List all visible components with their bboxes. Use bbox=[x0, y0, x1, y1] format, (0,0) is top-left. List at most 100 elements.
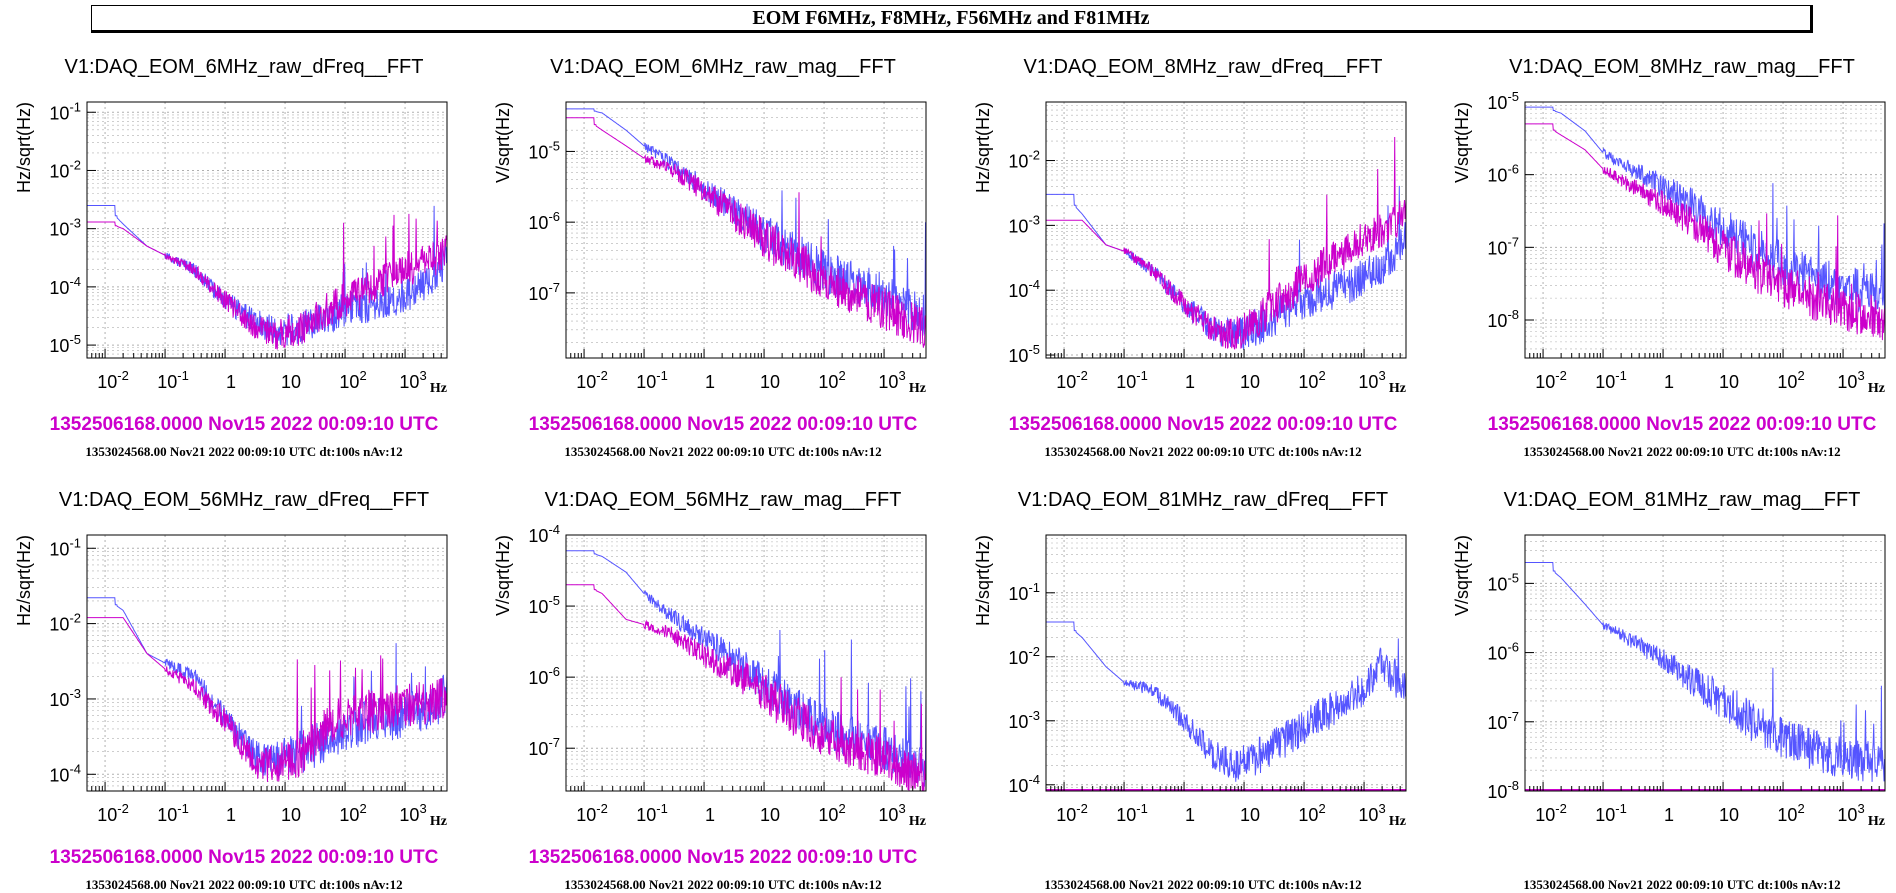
x-tick-label: 1 bbox=[1185, 372, 1195, 392]
reference-spectrum-line bbox=[87, 617, 447, 783]
y-axis-label: Hz/sqrt(Hz) bbox=[973, 535, 993, 626]
y-axis-label: V/sqrt(Hz) bbox=[1452, 535, 1472, 616]
y-tick-label: 10-5 bbox=[528, 593, 560, 617]
reference-spectrum-line bbox=[1046, 136, 1406, 350]
y-tick-label: 10-5 bbox=[528, 138, 560, 162]
y-tick-label: 10-5 bbox=[1487, 89, 1519, 113]
x-unit-label: Hz bbox=[1389, 381, 1406, 396]
x-tick-label: 10-1 bbox=[636, 368, 668, 392]
x-tick-label: 1 bbox=[705, 372, 715, 392]
x-unit-label: Hz bbox=[430, 381, 447, 396]
plot-frame bbox=[1045, 101, 1407, 359]
x-tick-label: 103 bbox=[1837, 801, 1864, 825]
reference-timestamp: 1352506168.0000 Nov15 2022 00:09:10 UTC bbox=[49, 414, 439, 435]
reference-timestamp: 1352506168.0000 Nov15 2022 00:09:10 UTC bbox=[528, 414, 918, 435]
current-timestamp: 1353024568.00 Nov21 2022 00:09:10 UTC dt… bbox=[1044, 877, 1362, 892]
y-tick-label: 10-1 bbox=[49, 99, 81, 123]
reference-spectrum-line bbox=[566, 584, 926, 791]
y-tick-label: 10-1 bbox=[1008, 580, 1040, 604]
y-axis-label: V/sqrt(Hz) bbox=[493, 102, 513, 183]
x-tick-label: 10-2 bbox=[576, 801, 608, 825]
chart-title: V1:DAQ_EOM_56MHz_raw_dFreq__FFT bbox=[58, 489, 430, 511]
current-spectrum-line bbox=[1525, 562, 1885, 784]
x-tick-label: 10-2 bbox=[1535, 801, 1567, 825]
fft-plot: 10-2 10-1 1 10 102 103 Hz 10-4 10-3 10-2 10-1 Hz/sq… bbox=[14, 534, 448, 829]
chart-panel: V1:DAQ_EOM_8MHz_raw_dFreq__FFT 10-2 10-1 1 1… bbox=[966, 0, 1440, 459]
dashboard-title: EOM F6MHz, F8MHz, F56MHz and F81MHz bbox=[91, 5, 1813, 33]
plot-grid bbox=[1046, 102, 1406, 358]
y-tick-label: 10-5 bbox=[1008, 342, 1040, 366]
reference-timestamp: 1352506168.0000 Nov15 2022 00:09:10 UTC bbox=[1487, 414, 1877, 435]
x-tick-label: 102 bbox=[1298, 801, 1325, 825]
fft-plot: 10-2 10-1 1 10 102 103 Hz 10-5 10-4 10-3 10-2 Hz/sq… bbox=[973, 101, 1407, 396]
fft-plot: 10-2 10-1 1 10 102 103 Hz 10-8 10-7 10-6 10-5 V/sqr… bbox=[1452, 89, 1886, 396]
x-tick-label: 1 bbox=[1185, 805, 1195, 825]
y-tick-label: 10-3 bbox=[49, 686, 81, 710]
y-tick-label: 10-7 bbox=[528, 735, 560, 759]
reference-spectrum-line bbox=[566, 117, 926, 348]
current-timestamp: 1353024568.00 Nov21 2022 00:09:10 UTC dt… bbox=[1523, 877, 1841, 892]
y-tick-label: 10-2 bbox=[1008, 148, 1040, 172]
y-tick-label: 10-7 bbox=[1487, 234, 1519, 258]
x-tick-label: 102 bbox=[1777, 801, 1804, 825]
current-timestamp: 1353024568.00 Nov21 2022 00:09:10 UTC dt… bbox=[1523, 444, 1841, 459]
x-tick-label: 10 bbox=[281, 805, 301, 825]
x-tick-label: 10-2 bbox=[576, 368, 608, 392]
fft-plot: 10-2 10-1 1 10 102 103 Hz 10-8 10-7 10-6 10-5 V/sqr… bbox=[1452, 534, 1886, 829]
plot-grid bbox=[1525, 535, 1885, 791]
fft-plot: 10-2 10-1 1 10 102 103 Hz 10-4 10-3 10-2 10-1 Hz/sq… bbox=[973, 534, 1407, 829]
chart-title: V1:DAQ_EOM_56MHz_raw_mag__FFT bbox=[544, 489, 902, 511]
y-tick-label: 10-5 bbox=[1487, 570, 1519, 594]
x-tick-label: 103 bbox=[1358, 368, 1385, 392]
x-tick-label: 10 bbox=[760, 372, 780, 392]
x-tick-label: 103 bbox=[1837, 368, 1864, 392]
y-tick-label: 10-5 bbox=[49, 332, 81, 356]
reference-spectrum-line bbox=[1525, 123, 1885, 341]
chart-title: V1:DAQ_EOM_81MHz_raw_mag__FFT bbox=[1503, 489, 1861, 511]
current-spectrum-line bbox=[1046, 621, 1406, 782]
x-tick-label: 10 bbox=[760, 805, 780, 825]
current-spectrum-line bbox=[1046, 185, 1406, 350]
chart-panel: V1:DAQ_EOM_81MHz_raw_mag__FFT 10-2 10-1 1 10… bbox=[1445, 433, 1896, 892]
y-tick-label: 10-7 bbox=[1487, 709, 1519, 733]
x-tick-label: 10-1 bbox=[157, 801, 189, 825]
x-tick-label: 10-2 bbox=[1056, 368, 1088, 392]
y-tick-label: 10-2 bbox=[49, 157, 81, 181]
x-tick-label: 1 bbox=[226, 372, 236, 392]
x-unit-label: Hz bbox=[1389, 814, 1406, 829]
x-tick-label: 10 bbox=[1240, 805, 1260, 825]
x-tick-label: 103 bbox=[878, 368, 905, 392]
x-tick-label: 10-2 bbox=[97, 801, 129, 825]
x-tick-label: 102 bbox=[1777, 368, 1804, 392]
x-tick-label: 10 bbox=[1719, 372, 1739, 392]
y-tick-label: 10-4 bbox=[1008, 277, 1040, 301]
chart-panel: V1:DAQ_EOM_6MHz_raw_mag__FFT 10-2 10-1 1 10 1… bbox=[486, 0, 960, 459]
x-tick-label: 102 bbox=[818, 801, 845, 825]
current-timestamp: 1353024568.00 Nov21 2022 00:09:10 UTC dt… bbox=[564, 444, 882, 459]
chart-panel: V1:DAQ_EOM_56MHz_raw_dFreq__FFT 10-2 10-1 1… bbox=[7, 433, 481, 892]
x-tick-label: 10 bbox=[1240, 372, 1260, 392]
reference-spectrum-line bbox=[87, 213, 447, 350]
plot-grid bbox=[1525, 102, 1885, 358]
y-tick-label: 10-1 bbox=[49, 535, 81, 559]
y-axis-label: V/sqrt(Hz) bbox=[493, 535, 513, 616]
x-tick-label: 10-2 bbox=[1056, 801, 1088, 825]
y-axis-label: Hz/sqrt(Hz) bbox=[14, 102, 34, 193]
current-timestamp: 1353024568.00 Nov21 2022 00:09:10 UTC dt… bbox=[85, 877, 403, 892]
current-timestamp: 1353024568.00 Nov21 2022 00:09:10 UTC dt… bbox=[1044, 444, 1362, 459]
chart-panel: V1:DAQ_EOM_56MHz_raw_mag__FFT 10-2 10-1 1 10… bbox=[486, 433, 960, 892]
y-tick-label: 10-6 bbox=[528, 209, 560, 233]
plot-grid bbox=[566, 102, 926, 358]
y-tick-label: 10-4 bbox=[49, 274, 81, 298]
x-unit-label: Hz bbox=[1868, 381, 1885, 396]
x-tick-label: 10-1 bbox=[636, 801, 668, 825]
x-unit-label: Hz bbox=[909, 381, 926, 396]
chart-title: V1:DAQ_EOM_8MHz_raw_dFreq__FFT bbox=[1023, 56, 1383, 78]
y-tick-label: 10-2 bbox=[49, 611, 81, 635]
plot-grid bbox=[87, 102, 447, 358]
fft-plot: 10-2 10-1 1 10 102 103 Hz 10-5 10-4 10-3 10-2 10-1 H… bbox=[14, 99, 448, 396]
x-tick-label: 102 bbox=[1298, 368, 1325, 392]
y-axis-label: Hz/sqrt(Hz) bbox=[973, 102, 993, 193]
y-axis-label: Hz/sqrt(Hz) bbox=[14, 535, 34, 626]
x-tick-label: 10-1 bbox=[1595, 801, 1627, 825]
